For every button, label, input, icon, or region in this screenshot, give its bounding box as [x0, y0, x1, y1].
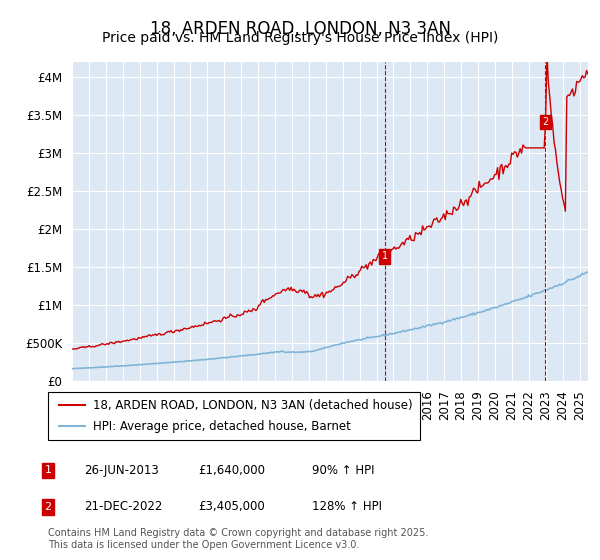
Text: 90% ↑ HPI: 90% ↑ HPI	[312, 464, 374, 477]
Text: 1: 1	[382, 251, 388, 261]
Text: 21-DEC-2022: 21-DEC-2022	[84, 500, 163, 514]
Text: £3,405,000: £3,405,000	[198, 500, 265, 514]
FancyBboxPatch shape	[48, 392, 420, 440]
Text: 2: 2	[44, 502, 52, 512]
Text: 26-JUN-2013: 26-JUN-2013	[84, 464, 159, 477]
Text: 1: 1	[44, 465, 52, 475]
Text: 128% ↑ HPI: 128% ↑ HPI	[312, 500, 382, 514]
Text: £1,640,000: £1,640,000	[198, 464, 265, 477]
Text: Contains HM Land Registry data © Crown copyright and database right 2025.
This d: Contains HM Land Registry data © Crown c…	[48, 528, 428, 550]
Text: 2: 2	[542, 117, 548, 127]
Text: HPI: Average price, detached house, Barnet: HPI: Average price, detached house, Barn…	[92, 420, 350, 433]
Text: 18, ARDEN ROAD, LONDON, N3 3AN (detached house): 18, ARDEN ROAD, LONDON, N3 3AN (detached…	[92, 399, 412, 412]
Text: 18, ARDEN ROAD, LONDON, N3 3AN: 18, ARDEN ROAD, LONDON, N3 3AN	[149, 20, 451, 38]
Text: Price paid vs. HM Land Registry's House Price Index (HPI): Price paid vs. HM Land Registry's House …	[102, 31, 498, 45]
